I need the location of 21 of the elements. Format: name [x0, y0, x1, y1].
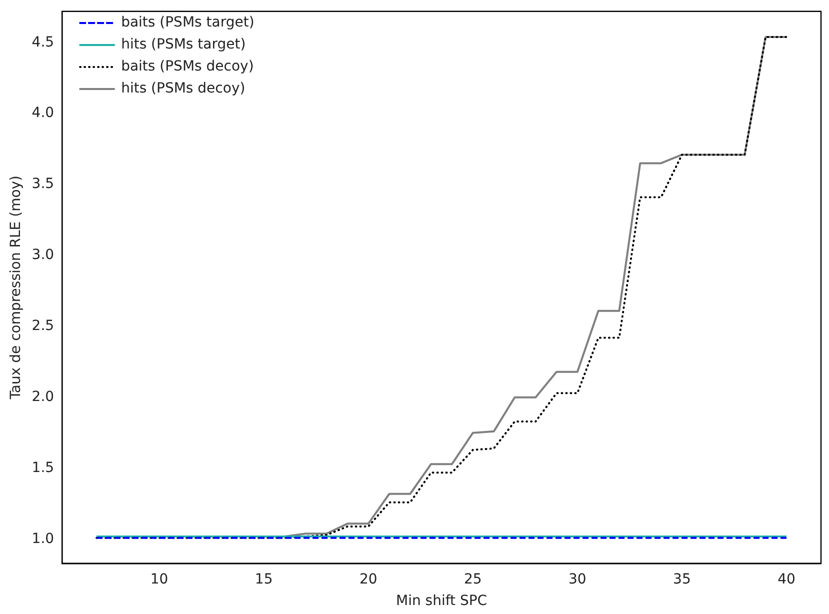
x-tick-label: 20 — [359, 571, 378, 588]
y-tick-label: 1.5 — [32, 460, 54, 476]
x-tick-label: 40 — [778, 571, 796, 588]
y-tick-label: 2.0 — [32, 389, 54, 406]
legend-label: hits (PSMs decoy) — [121, 80, 246, 97]
x-tick-label: 25 — [464, 571, 482, 588]
legend-label: baits (PSMs decoy) — [121, 58, 254, 75]
y-tick-label: 3.0 — [32, 247, 54, 264]
y-tick-label: 4.0 — [32, 105, 54, 122]
x-tick-label: 35 — [673, 571, 691, 588]
y-tick-label: 2.5 — [32, 318, 54, 334]
x-tick-label: 15 — [254, 571, 273, 588]
y-tick-label: 1.0 — [32, 530, 54, 547]
y-axis-title: Taux de compression RLE (moy) — [8, 175, 24, 400]
legend-label: baits (PSMs target) — [121, 14, 254, 31]
y-tick-label: 4.5 — [32, 34, 54, 50]
x-axis-title: Min shift SPC — [396, 593, 488, 610]
x-tick-label: 30 — [568, 571, 586, 588]
x-tick-label: 10 — [150, 571, 168, 588]
legend-label: hits (PSMs target) — [121, 36, 246, 53]
y-tick-label: 3.5 — [32, 176, 54, 192]
